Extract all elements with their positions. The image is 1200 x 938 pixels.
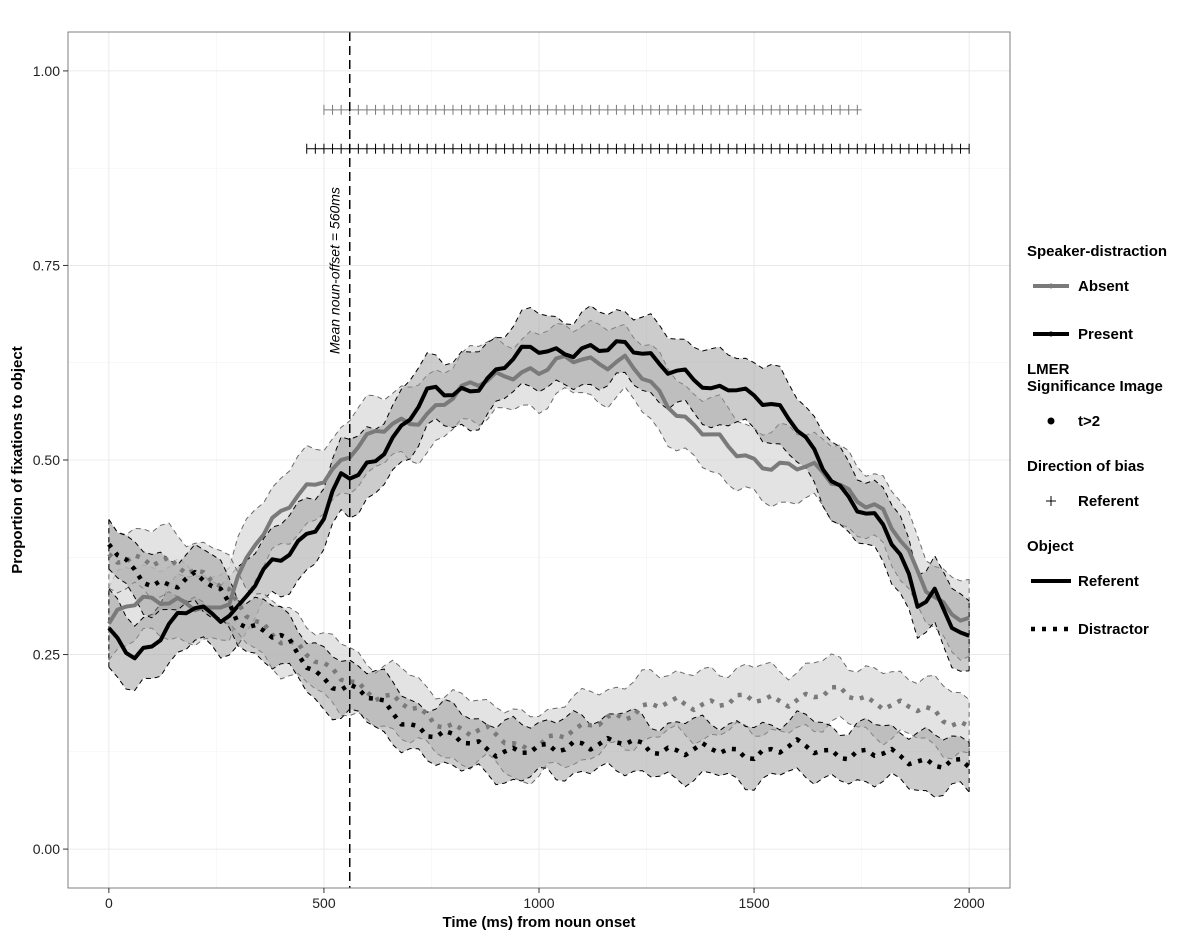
x-axis-tick-label: 2000 xyxy=(954,895,985,911)
x-axis-tick-label: 1000 xyxy=(523,895,554,911)
legend-label: t>2 xyxy=(1078,413,1100,430)
legend-key-dot xyxy=(1047,417,1055,425)
legend-group: Direction of bias Referent xyxy=(1027,458,1145,510)
legend-label: Referent xyxy=(1078,493,1139,510)
legend-label: Referent xyxy=(1078,573,1139,590)
y-axis-tick-label: 0.25 xyxy=(33,647,60,663)
legend-title: Object xyxy=(1027,538,1074,555)
series-line-present-referent xyxy=(107,339,970,661)
legend-key-point xyxy=(1048,283,1054,289)
legend-label: Present xyxy=(1078,326,1133,343)
x-axis-title: Time (ms) from noun onset xyxy=(442,914,635,931)
y-axis-tick-label: 0.50 xyxy=(33,452,60,468)
plot-panel: Mean noun-offset = 560ms xyxy=(67,31,1011,889)
axes: 0 500 1000 1500 2000 0.00 0.25 0.50 0.75 1.00 xyxy=(33,63,985,911)
significance-row-absent xyxy=(323,104,862,115)
x-axis-tick-label: 1500 xyxy=(738,895,769,911)
legend-title: LMER xyxy=(1027,361,1070,378)
legend-group: Speaker-distraction Absent Present xyxy=(1027,243,1167,343)
x-axis-tick-label: 500 xyxy=(312,895,336,911)
significance-row-present xyxy=(306,143,970,154)
legend: Speaker-distraction Absent Present LMERSign… xyxy=(1027,243,1167,638)
ribbon-lower-edge xyxy=(108,568,970,798)
legend-group: Object Referent Distractor xyxy=(1027,538,1149,638)
y-axis-title: Proportion of fixations to object xyxy=(9,346,26,574)
ribbon-present-referent xyxy=(108,305,970,691)
legend-title: Direction of bias xyxy=(1027,458,1145,475)
series-line-present-distractor xyxy=(107,542,971,770)
legend-label: Absent xyxy=(1078,278,1129,295)
y-axis-tick-label: 1.00 xyxy=(33,63,60,79)
legend-title: Significance Image xyxy=(1027,378,1163,395)
y-axis-tick-label: 0.75 xyxy=(33,257,60,273)
y-axis-tick-label: 0.00 xyxy=(33,841,60,857)
legend-label: Distractor xyxy=(1078,621,1149,638)
mean-noun-offset-label: Mean noun-offset = 560ms xyxy=(327,187,343,354)
legend-title: Speaker-distraction xyxy=(1027,243,1167,260)
ribbon-absent-distractor xyxy=(108,519,970,785)
series-line-absent-distractor xyxy=(107,552,971,753)
x-axis-tick-label: 0 xyxy=(105,895,113,911)
ribbon-upper-edge xyxy=(108,519,970,718)
legend-key-point xyxy=(1048,331,1054,337)
